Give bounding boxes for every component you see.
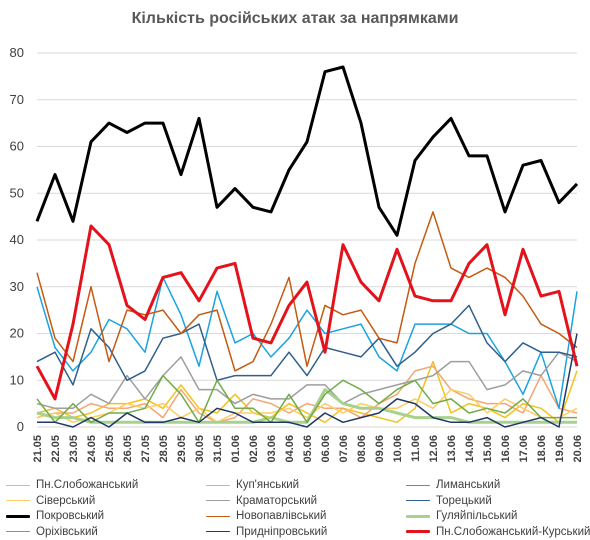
x-tick-label: 17.06 bbox=[518, 435, 530, 463]
series-line bbox=[36, 304, 578, 386]
x-tick-label: 06.06 bbox=[320, 435, 332, 463]
x-tick-label: 02.06 bbox=[248, 435, 260, 463]
x-tick-label: 27.05 bbox=[140, 435, 152, 463]
x-tick-label: 24.05 bbox=[86, 435, 98, 463]
x-tick-label: 25.05 bbox=[104, 435, 116, 463]
legend-swatch bbox=[6, 484, 30, 486]
legend-swatch bbox=[406, 530, 430, 533]
x-tick-label: 07.06 bbox=[338, 435, 350, 463]
x-tick-label: 18.06 bbox=[536, 435, 548, 463]
x-tick-label: 22.05 bbox=[50, 435, 62, 463]
series-line bbox=[36, 365, 578, 424]
legend-label: Лиманський bbox=[436, 479, 501, 491]
x-tick-label: 15.06 bbox=[482, 435, 494, 463]
legend-label: Покровський bbox=[36, 510, 105, 522]
x-tick-label: 29.05 bbox=[176, 435, 188, 463]
legend-label: Оріхівський bbox=[36, 525, 98, 538]
y-tick-label: 40 bbox=[10, 232, 24, 247]
legend-label: Куп'янський bbox=[236, 479, 300, 491]
legend-item: Покровський bbox=[6, 509, 104, 523]
legend-item: Пн.Слобожанський-Курський bbox=[406, 525, 590, 539]
y-tick-label: 60 bbox=[10, 139, 24, 154]
legend-swatch bbox=[406, 514, 430, 518]
legend-swatch bbox=[6, 531, 30, 532]
legend-swatch bbox=[206, 500, 230, 501]
legend-item: Оріхівський bbox=[6, 525, 98, 539]
y-tick-label: 50 bbox=[10, 185, 24, 200]
y-axis-ticks: 0 10 20 30 40 50 60 70 80 bbox=[10, 45, 24, 434]
legend-swatch bbox=[406, 484, 430, 486]
legend-swatch bbox=[406, 500, 430, 501]
x-tick-label: 16.06 bbox=[500, 435, 512, 463]
x-tick-label: 21.05 bbox=[32, 435, 44, 463]
legend-label: Краматорський bbox=[236, 494, 318, 507]
legend-swatch bbox=[6, 500, 30, 501]
legend-item: Лиманський bbox=[406, 478, 500, 492]
line-chart: 0 10 20 30 40 50 60 70 80 21.05 22.05 23.05 24.05 25… bbox=[10, 45, 584, 463]
legend-item: Гуляйпільський bbox=[406, 509, 517, 523]
gridlines bbox=[37, 52, 577, 428]
y-tick-label: 30 bbox=[10, 279, 24, 294]
y-tick-label: 10 bbox=[10, 372, 24, 387]
series-line bbox=[35, 65, 579, 237]
series-line bbox=[37, 333, 578, 428]
series-line bbox=[36, 276, 578, 410]
x-tick-label: 14.06 bbox=[464, 435, 476, 463]
x-tick-label: 23.05 bbox=[68, 435, 80, 463]
series-line bbox=[36, 211, 578, 372]
x-tick-label: 30.05 bbox=[194, 435, 206, 463]
x-tick-label: 20.06 bbox=[572, 435, 584, 463]
y-tick-label: 70 bbox=[10, 92, 24, 107]
x-tick-label: 08.06 bbox=[356, 435, 368, 463]
legend-item: Куп'янський bbox=[206, 478, 299, 492]
chart-title: Кількість російських атак за напрямками bbox=[131, 10, 459, 27]
x-tick-label: 04.06 bbox=[284, 435, 296, 463]
y-tick-label: 0 bbox=[17, 419, 24, 434]
legend-label: Сіверський bbox=[36, 494, 96, 507]
legend-label: Придніпровський bbox=[236, 525, 328, 538]
legend-swatch bbox=[206, 515, 230, 517]
x-tick-label: 28.05 bbox=[158, 435, 170, 463]
legend-label: Пн.Слобожанський-Курський bbox=[436, 525, 590, 538]
legend-item: Сіверський bbox=[6, 494, 95, 508]
y-tick-label: 80 bbox=[10, 45, 24, 60]
series-line bbox=[36, 351, 578, 410]
x-tick-label: 03.06 bbox=[266, 435, 278, 463]
x-tick-label: 19.06 bbox=[554, 435, 566, 463]
legend-label: Пн.Слобожанський bbox=[36, 479, 139, 491]
series-lines bbox=[35, 65, 579, 428]
legend-swatch bbox=[206, 484, 230, 486]
series-line bbox=[35, 224, 579, 401]
legend-item: Торецький bbox=[406, 494, 492, 508]
x-axis-ticks: 21.05 22.05 23.05 24.05 25.05 26.05 27.05 28.05… bbox=[32, 435, 584, 463]
x-tick-label: 12.06 bbox=[428, 435, 440, 463]
x-tick-label: 13.06 bbox=[446, 435, 458, 463]
series-line bbox=[36, 388, 578, 424]
legend-item: Краматорський bbox=[206, 494, 317, 508]
x-tick-label: 11.06 bbox=[410, 435, 422, 462]
x-tick-label: 09.06 bbox=[374, 435, 386, 463]
x-tick-label: 05.06 bbox=[302, 435, 314, 463]
legend-label: Гуляйпільський bbox=[436, 510, 518, 522]
legend-label: Новопавлівський bbox=[236, 510, 327, 522]
x-tick-label: 26.05 bbox=[122, 435, 134, 463]
x-tick-label: 01.06 bbox=[230, 435, 242, 463]
series-line bbox=[36, 374, 577, 424]
legend-label: Торецький bbox=[436, 494, 492, 507]
legend-swatch bbox=[206, 531, 230, 532]
legend-item: Новопавлівський bbox=[206, 509, 326, 523]
x-tick-label: 31.05 bbox=[212, 435, 224, 463]
legend-item: Придніпровський bbox=[206, 525, 327, 539]
legend-item: Пн.Слобожанський bbox=[6, 478, 138, 492]
x-tick-label: 10.06 bbox=[392, 435, 404, 463]
legend-swatch bbox=[6, 514, 30, 518]
y-tick-label: 20 bbox=[10, 326, 24, 341]
